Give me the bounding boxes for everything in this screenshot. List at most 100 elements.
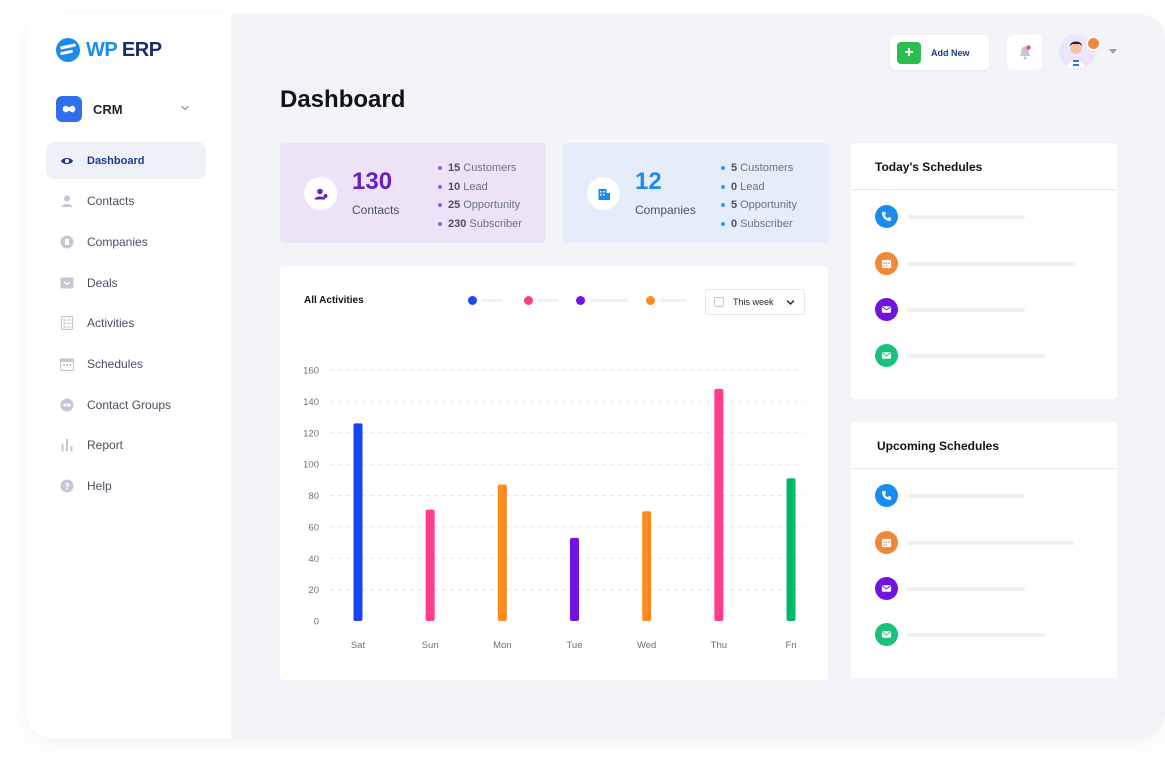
mail-icon (875, 298, 898, 321)
user-icon (60, 194, 74, 208)
companies-label: Companies (635, 203, 696, 217)
y-tick-label: 140 (303, 397, 319, 408)
list-item: 15 Customers (438, 159, 522, 178)
plus-icon: + (897, 41, 921, 64)
period-select[interactable]: This week (705, 289, 805, 315)
x-tick-label: Wed (637, 640, 656, 651)
y-tick-label: 100 (303, 460, 319, 471)
mail-icon (875, 344, 898, 367)
legend-item[interactable] (646, 296, 686, 305)
list-item: 0 Subscriber (721, 215, 797, 234)
sidebar: WP ERP CRM Dashboard Contacts Companies (26, 14, 231, 738)
list-item: 0 Lead (721, 178, 797, 197)
phone-icon (875, 205, 898, 228)
sidebar-item-label: Deals (87, 275, 118, 290)
companies-breakdown: 5 Customers 0 Lead 5 Opportunity 0 Subscribe… (721, 159, 797, 233)
add-new-button[interactable]: + Add New (890, 35, 989, 70)
sidebar-item-activities[interactable]: Activities (46, 305, 206, 342)
upcoming-schedules-card: Upcoming Schedules (851, 422, 1117, 678)
logo[interactable]: WP ERP (56, 38, 162, 62)
sidebar-item-schedules[interactable]: Schedules (46, 345, 206, 382)
legend-dot (468, 296, 477, 305)
sidebar-item-contacts[interactable]: Contacts (46, 183, 206, 220)
mail-icon (875, 623, 898, 646)
schedule-placeholder (907, 261, 1075, 266)
schedule-placeholder (907, 586, 1025, 591)
sidebar-item-dashboard[interactable]: Dashboard (46, 142, 206, 179)
schedule-row[interactable] (875, 623, 1045, 646)
sidebar-item-report[interactable]: Report (46, 427, 206, 464)
svg-text:?: ? (64, 483, 69, 493)
y-tick-label: 40 (308, 554, 319, 565)
y-tick-label: 0 (314, 617, 319, 628)
schedule-row[interactable] (875, 344, 1045, 367)
schedule-row[interactable] (875, 484, 1025, 507)
bar-wed[interactable] (642, 511, 652, 621)
avatar[interactable] (1059, 34, 1101, 70)
module-switcher[interactable]: CRM (56, 95, 191, 123)
avatar-badge (1086, 36, 1101, 51)
handshake-icon (56, 96, 82, 122)
chart-title: All Activities (304, 295, 364, 306)
checklist-icon (60, 316, 74, 331)
y-tick-label: 120 (303, 428, 319, 439)
schedule-row[interactable] (875, 577, 1025, 600)
calendar-icon (60, 357, 74, 371)
legend-item[interactable] (524, 296, 558, 305)
sidebar-item-label: Activities (87, 316, 135, 331)
bar-thu[interactable] (714, 388, 724, 621)
logo-erp-text: ERP (121, 38, 162, 61)
list-item: 10 Lead (438, 178, 522, 197)
module-label: CRM (93, 101, 123, 117)
contacts-icon (304, 177, 337, 210)
schedule-row[interactable] (875, 252, 1075, 275)
bar-mon[interactable] (497, 484, 507, 621)
schedule-placeholder (907, 307, 1025, 312)
sidebar-item-deals[interactable]: Deals (46, 264, 206, 301)
bar-fri[interactable] (786, 478, 796, 621)
bar-sat[interactable] (353, 423, 363, 621)
bar-sun[interactable] (425, 509, 435, 621)
list-item: 5 Customers (721, 159, 797, 178)
sidebar-item-companies[interactable]: Companies (46, 223, 206, 260)
legend-dot (646, 296, 655, 305)
bar-tue[interactable] (570, 537, 579, 621)
sidebar-item-label: Help (87, 479, 112, 493)
app-window: WP ERP CRM Dashboard Contacts Companies (26, 14, 1165, 738)
schedule-placeholder (907, 540, 1075, 545)
contacts-breakdown: 15 Customers 10 Lead 25 Opportunity 230 Subs… (438, 159, 522, 233)
x-tick-label: Mon (493, 640, 511, 651)
mail-icon (875, 577, 898, 600)
contacts-stat-card[interactable]: 130 Contacts 15 Customers 10 Lead 25 Opport… (280, 143, 546, 243)
sidebar-item-label: Dashboard (87, 154, 145, 167)
group-icon (60, 398, 74, 412)
sidebar-item-label: Contact Groups (87, 397, 172, 412)
building-icon (587, 177, 620, 210)
divider (851, 189, 1117, 190)
caret-down-icon[interactable] (1109, 49, 1117, 54)
y-tick-label: 80 (308, 491, 319, 502)
companies-count: 12 (635, 168, 662, 195)
x-tick-label: Tue (566, 640, 582, 651)
sidebar-item-contact-groups[interactable]: Contact Groups (46, 386, 206, 423)
x-tick-label: Thu (711, 640, 727, 651)
legend-item[interactable] (468, 296, 502, 305)
sidebar-item-help[interactable]: ? Help (46, 468, 206, 505)
schedule-row[interactable] (875, 298, 1025, 321)
card-title: Upcoming Schedules (877, 439, 1000, 453)
calendar-icon (875, 531, 898, 554)
chart-legend (468, 296, 686, 305)
schedule-placeholder (907, 214, 1025, 219)
building-icon (60, 235, 74, 249)
contacts-label: Contacts (352, 203, 400, 217)
notifications-button[interactable] (1007, 35, 1042, 70)
page-title: Dashboard (280, 86, 406, 113)
schedule-row[interactable] (875, 531, 1075, 554)
schedule-placeholder (907, 632, 1045, 637)
schedule-row[interactable] (875, 205, 1025, 228)
legend-item[interactable] (576, 296, 628, 305)
sidebar-item-label: Companies (87, 234, 148, 249)
add-new-label: Add New (931, 47, 970, 58)
sidebar-item-label: Report (87, 438, 124, 453)
companies-stat-card[interactable]: 12 Companies 5 Customers 0 Lead 5 Opportuni… (563, 143, 829, 243)
